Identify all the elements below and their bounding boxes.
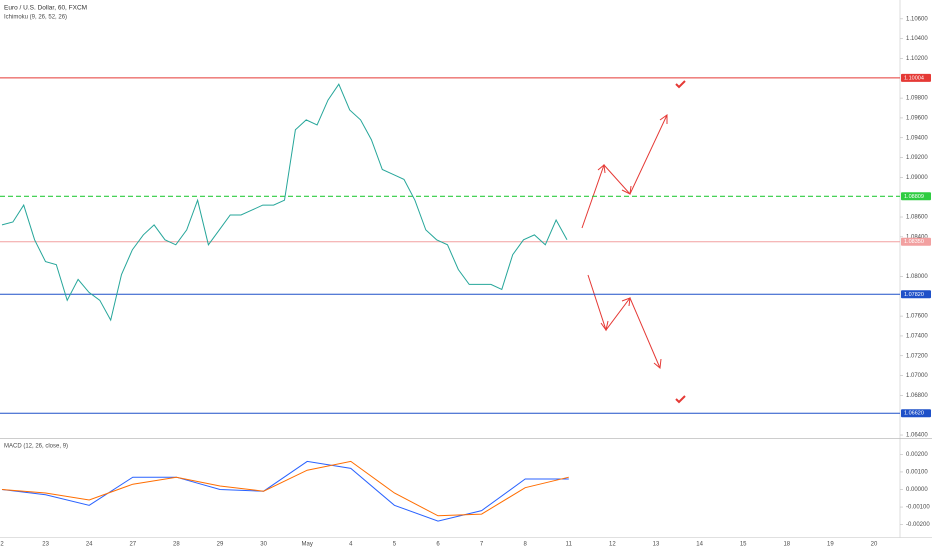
x-tick-label: 8 <box>524 542 528 548</box>
x-tick-label: 19 <box>827 542 834 548</box>
bear-path <box>587 274 661 369</box>
x-tick-label: 29 <box>217 542 224 548</box>
y-tick-label: 1.09800 <box>906 96 928 102</box>
y-tick-label: 1.07200 <box>906 353 928 359</box>
x-tick-label: 5 <box>393 542 397 548</box>
x-tick-label: 23 <box>42 542 49 548</box>
arrow-head <box>600 320 609 332</box>
y-tick-label: 0.00000 <box>906 487 928 493</box>
y-tick-label: 1.09200 <box>906 155 928 161</box>
level-label-box <box>901 409 931 418</box>
y-tick-label: 1.07000 <box>906 373 928 379</box>
x-tick-label: 2 <box>0 542 4 548</box>
y-tick-label: 1.06400 <box>906 433 928 439</box>
series-line <box>1 460 569 517</box>
x-tick-label: 20 <box>871 542 878 548</box>
y-tick-label: 1.09600 <box>906 116 928 122</box>
target-check <box>675 80 686 89</box>
arrow-head <box>653 358 662 369</box>
x-tick-label: 4 <box>349 542 353 548</box>
arrow-head <box>621 185 632 195</box>
x-tick-label: 28 <box>173 542 180 548</box>
y-tick-label: 0.00200 <box>906 452 928 458</box>
y-tick-label: 1.07400 <box>906 334 928 340</box>
x-tick-label: 13 <box>653 542 660 548</box>
x-tick-label: 15 <box>740 542 747 548</box>
x-tick-label: 24 <box>86 542 93 548</box>
level-label: 1.08809 <box>904 194 924 200</box>
y-tick-label: 1.08400 <box>906 234 928 240</box>
y-tick-label: 1.10200 <box>906 56 928 62</box>
arrow-head <box>621 297 631 307</box>
level-label-box <box>901 237 931 246</box>
macd-title: MACD (12, 26, close, 9) <box>4 444 68 450</box>
level-label-box <box>901 290 931 299</box>
y-tick-label: 1.09000 <box>906 175 928 181</box>
indicator-label: Ichimoku (9, 26, 52, 26) <box>4 15 67 21</box>
arrow-head <box>597 164 606 174</box>
y-tick-label: 1.10400 <box>906 36 928 42</box>
x-tick-label: May <box>302 542 313 548</box>
y-tick-label: -0.00100 <box>906 505 930 511</box>
y-tick-label: 1.06800 <box>906 393 928 399</box>
x-tick-label: 7 <box>480 542 484 548</box>
level-label-box <box>901 192 931 201</box>
y-tick-label: 1.10600 <box>906 16 928 22</box>
y-tick-label: 1.08600 <box>906 215 928 221</box>
x-tick-label: 30 <box>260 542 267 548</box>
x-tick-label: 6 <box>436 542 440 548</box>
x-tick-label: 11 <box>566 542 573 548</box>
y-tick-label: -0.00200 <box>906 522 930 528</box>
x-tick-label: 18 <box>783 542 790 548</box>
chart-title: Euro / U.S. Dollar, 60, FXCM <box>4 5 87 12</box>
target-check <box>675 395 686 404</box>
y-tick-label: 1.07600 <box>906 314 928 320</box>
level-label-box <box>901 73 931 82</box>
y-tick-label: 1.08000 <box>906 274 928 280</box>
level-label: 1.10004 <box>904 75 924 81</box>
x-tick-label: 27 <box>129 542 136 548</box>
level-label: 1.08350 <box>904 239 924 245</box>
x-tick-label: 14 <box>696 542 703 548</box>
series-line <box>1 460 569 522</box>
series-line <box>1 83 568 322</box>
y-tick-label: 1.09400 <box>906 135 928 141</box>
arrow-head <box>659 114 668 124</box>
level-label: 1.06620 <box>904 411 924 417</box>
y-tick-label: 0.00100 <box>906 470 928 476</box>
x-tick-label: 12 <box>609 542 616 548</box>
level-label: 1.07820 <box>904 292 924 298</box>
